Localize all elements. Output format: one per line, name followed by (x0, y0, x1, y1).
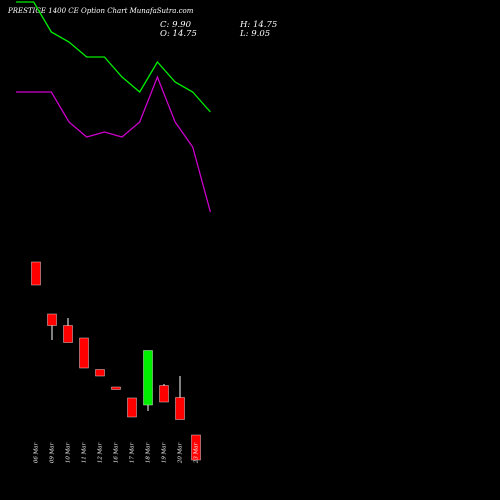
x-tick-label-7: 17 Mar (130, 442, 136, 463)
x-tick-label-4: 11 Mar (82, 442, 88, 463)
overlay-line-1 (16, 1, 211, 113)
x-tick-label-2: 09 Mar (50, 442, 56, 463)
high-label: H: 14.75 (240, 20, 278, 30)
candle-body-7 (127, 397, 137, 418)
candle-body-10 (175, 397, 185, 420)
close-label: C: 9.90 (160, 20, 191, 30)
x-tick-label-10: 20 Mar (178, 442, 184, 464)
candle-body-4 (79, 337, 89, 369)
x-tick-label-9: 19 Mar (162, 442, 168, 463)
low-label: L: 9.05 (240, 29, 271, 39)
overlay-line-2 (16, 75, 212, 213)
candle-body-9 (159, 385, 169, 403)
candle-body-1 (31, 261, 41, 286)
x-tick-label-1: 06 Mar (34, 442, 40, 463)
candle-body-6 (111, 386, 121, 390)
x-tick-label-6: 16 Mar (114, 442, 120, 463)
candle-body-11 (191, 434, 201, 461)
candle-body-2 (47, 313, 57, 326)
x-tick-label-8: 18 Mar (146, 442, 152, 463)
candle-body-5 (95, 369, 105, 377)
chart-title: PRESTIGE 1400 CE Option Chart MunafaSutr… (8, 7, 194, 15)
candle-body-3 (63, 325, 73, 343)
x-tick-label-11: 23 Mar (194, 442, 200, 464)
x-tick-label-5: 12 Mar (98, 442, 104, 463)
x-tick-label-3: 10 Mar (66, 442, 72, 463)
open-label: O: 14.75 (160, 29, 197, 39)
candle-body-8 (143, 350, 153, 406)
